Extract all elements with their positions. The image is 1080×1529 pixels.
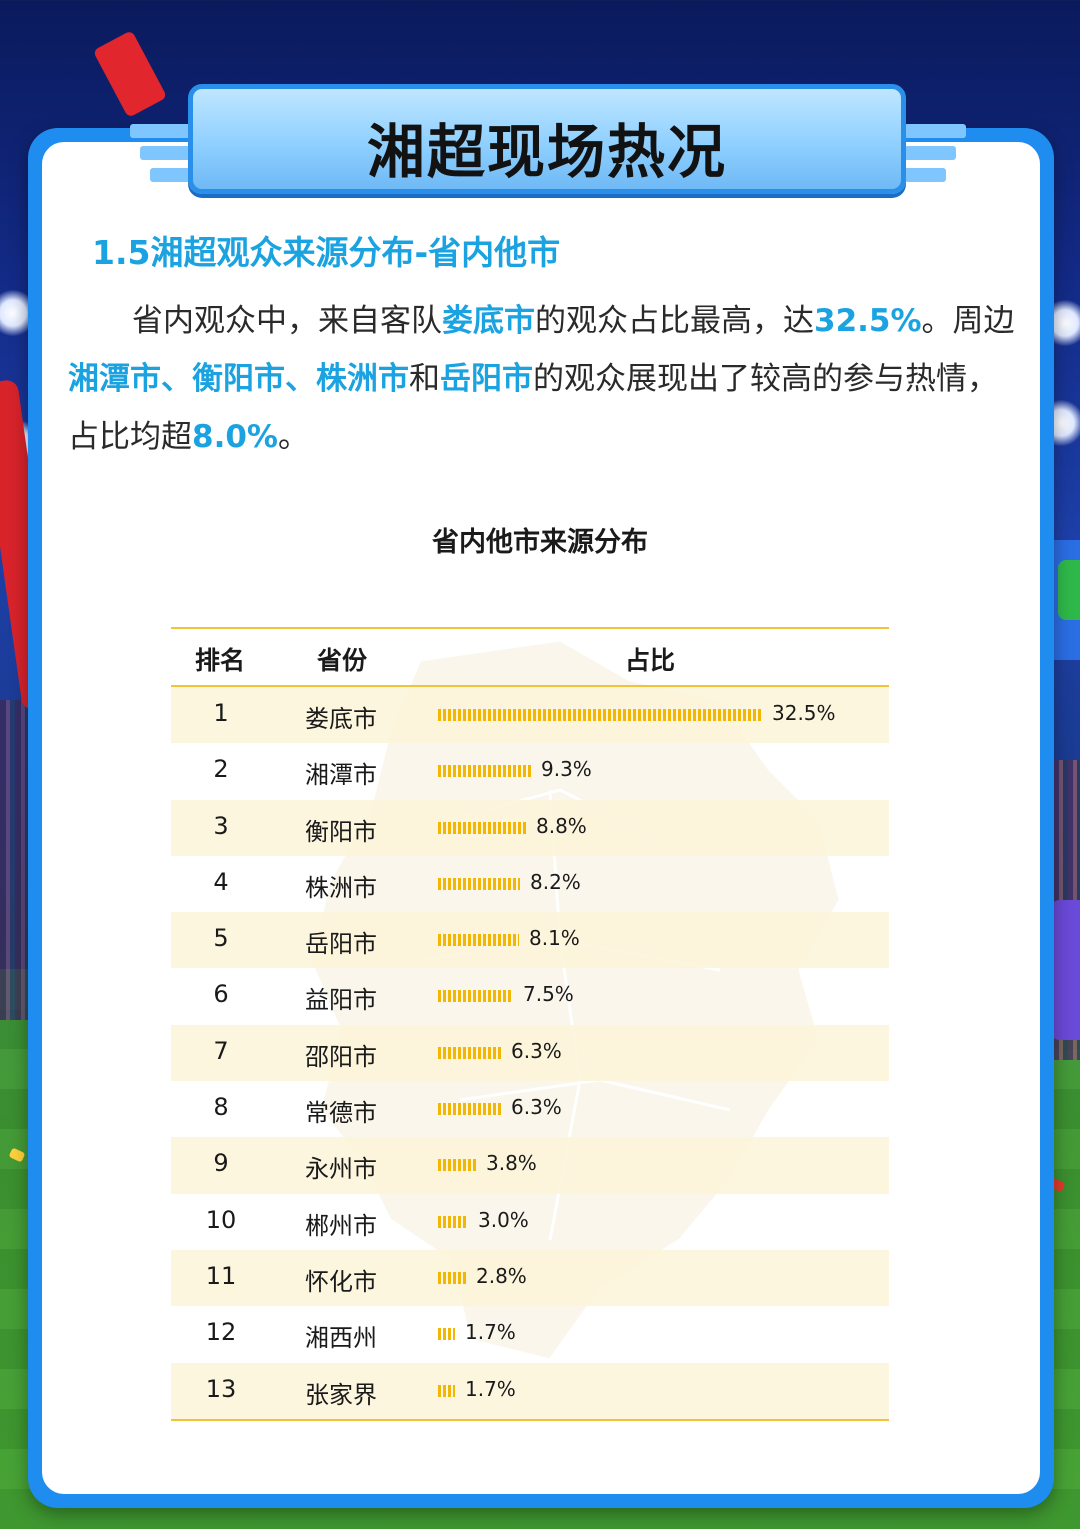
share-bar <box>438 934 519 947</box>
paragraph-text: 省内观众中，来自客队 <box>132 303 442 339</box>
highlight-text: 湘潭市、衡阳市、株洲市 <box>68 361 409 397</box>
share-value-label: 8.1% <box>529 926 580 951</box>
city-cell: 张家界 <box>305 1380 377 1409</box>
share-value-label: 8.8% <box>536 813 587 838</box>
table-row: 2 湘潭市 9.3% <box>171 743 889 799</box>
rank-cell: 1 <box>213 699 229 727</box>
wing-decoration <box>150 168 192 182</box>
table-row: 12 湘西州 1.7% <box>171 1306 889 1362</box>
page-title-banner: 湘超现场热况 <box>188 84 906 194</box>
share-bar <box>438 990 513 1003</box>
share-bar <box>438 1384 455 1397</box>
share-value-label: 6.3% <box>511 1095 562 1120</box>
rank-cell: 11 <box>205 1261 237 1290</box>
wing-decoration <box>904 124 966 138</box>
table-bottom-rule <box>171 1418 889 1421</box>
paragraph-text: 的观众占比最高，达 <box>535 303 814 339</box>
rank-cell: 10 <box>205 1205 237 1234</box>
table-row: 10 郴州市 3.0% <box>171 1194 889 1250</box>
table-body: 1 娄底市 32.5% 2 湘潭市 9.3% 3 衡阳市 8.8% 4 株洲市 8.2% 5 岳阳市 8.1… <box>171 687 889 1419</box>
share-bar <box>438 1103 501 1116</box>
table-row: 7 邵阳市 6.3% <box>171 1024 889 1082</box>
chart-title: 省内他市来源分布 <box>432 527 648 558</box>
table-row: 11 怀化市 2.8% <box>171 1249 889 1307</box>
city-cell: 常德市 <box>305 1099 377 1128</box>
summary-paragraph: 省内观众中，来自客队娄底市的观众占比最高，达32.5%。周边湘潭市、衡阳市、株洲… <box>68 292 1018 466</box>
wing-decoration <box>904 146 956 160</box>
share-bar <box>438 1271 466 1284</box>
city-cell: 邵阳市 <box>305 1042 377 1071</box>
ribbon-decoration <box>92 30 168 118</box>
share-value-label: 3.8% <box>486 1151 537 1176</box>
share-value-label: 6.3% <box>511 1038 562 1063</box>
table-row: 5 岳阳市 8.1% <box>171 912 889 969</box>
wing-decoration <box>904 168 946 182</box>
ribbon-decoration <box>1050 900 1080 1040</box>
share-value-label: 8.2% <box>530 869 581 894</box>
paragraph-text: 和 <box>409 361 440 397</box>
share-bar <box>438 765 531 778</box>
share-value-label: 2.8% <box>476 1263 527 1288</box>
table-header: 排名 省份 占比 <box>171 629 889 687</box>
rank-cell: 9 <box>213 1149 229 1178</box>
paragraph-text: 。周边 <box>921 303 1015 339</box>
share-bar <box>438 1215 468 1228</box>
rank-cell: 3 <box>213 811 229 840</box>
table-row: 9 永州市 3.8% <box>171 1137 889 1194</box>
table-row: 6 益阳市 7.5% <box>171 968 889 1024</box>
source-table: 排名 省份 占比 1 娄底市 32.5% 2 湘潭市 9.3% 3 衡阳市 8.8% 4 株洲市 8.… <box>171 627 889 1421</box>
city-cell: 湘西州 <box>305 1324 377 1353</box>
share-value-label: 7.5% <box>523 982 574 1007</box>
share-value-label: 1.7% <box>465 1320 516 1345</box>
city-cell: 衡阳市 <box>305 817 377 846</box>
city-cell: 郴州市 <box>305 1211 377 1240</box>
table-row: 13 张家界 1.7% <box>171 1362 889 1419</box>
table-row: 3 衡阳市 8.8% <box>171 799 889 856</box>
city-cell: 株洲市 <box>305 873 377 902</box>
share-bar <box>438 1046 501 1059</box>
share-value-label: 1.7% <box>465 1376 516 1401</box>
city-cell: 岳阳市 <box>305 930 377 959</box>
highlight-text: 娄底市 <box>442 303 535 339</box>
share-bar <box>438 1328 455 1341</box>
rank-cell: 4 <box>213 867 229 896</box>
rank-cell: 5 <box>213 924 229 953</box>
rank-cell: 7 <box>213 1036 229 1065</box>
highlight-text: 岳阳市 <box>440 361 533 397</box>
table-row: 8 常德市 6.3% <box>171 1081 889 1137</box>
rank-cell: 2 <box>213 755 229 784</box>
city-cell: 娄底市 <box>305 705 377 733</box>
table-row: 4 株洲市 8.2% <box>171 856 889 912</box>
city-cell: 怀化市 <box>305 1267 377 1296</box>
header-province: 省份 <box>317 646 368 675</box>
highlight-text: 32.5% <box>814 303 922 339</box>
share-bar <box>438 821 526 834</box>
rank-cell: 13 <box>205 1374 237 1403</box>
rank-cell: 6 <box>213 980 229 1009</box>
page-title: 湘超现场热况 <box>366 118 727 186</box>
share-bar <box>438 709 762 721</box>
paragraph-text: 。 <box>277 419 309 455</box>
table-top-rule <box>171 627 889 629</box>
share-value-label: 3.0% <box>478 1207 529 1232</box>
share-value-label: 32.5% <box>772 701 836 725</box>
city-cell: 湘潭市 <box>305 761 377 790</box>
city-cell: 永州市 <box>305 1155 377 1184</box>
rank-cell: 8 <box>213 1093 229 1122</box>
highlight-text: 8.0% <box>192 419 278 455</box>
ribbon-decoration <box>1058 560 1080 620</box>
rank-cell: 12 <box>205 1318 237 1347</box>
paragraph-text: 的观众展现出了较高的参与热情，占比均超 <box>68 361 998 455</box>
wing-decoration <box>140 146 192 160</box>
city-cell: 益阳市 <box>305 986 377 1015</box>
share-value-label: 9.3% <box>541 757 592 782</box>
header-share: 占比 <box>625 646 676 675</box>
table-row: 1 娄底市 32.5% <box>171 687 889 744</box>
share-bar <box>438 1159 476 1172</box>
wing-decoration <box>130 124 192 138</box>
share-bar <box>438 877 520 890</box>
header-rank: 排名 <box>195 646 246 675</box>
section-title: 1.5湘超观众来源分布-省内他市 <box>92 233 561 272</box>
